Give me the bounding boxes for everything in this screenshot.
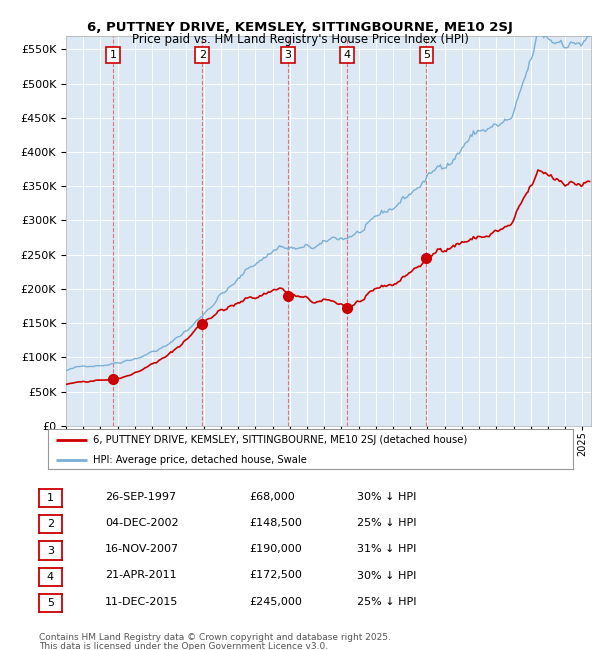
Text: 3: 3: [284, 50, 291, 60]
Text: 4: 4: [343, 50, 350, 60]
Text: 6, PUTTNEY DRIVE, KEMSLEY, SITTINGBOURNE, ME10 2SJ: 6, PUTTNEY DRIVE, KEMSLEY, SITTINGBOURNE…: [87, 21, 513, 34]
Text: 4: 4: [47, 572, 54, 582]
Text: 5: 5: [47, 598, 54, 608]
Text: 11-DEC-2015: 11-DEC-2015: [105, 597, 178, 606]
Text: £148,500: £148,500: [249, 518, 302, 528]
Text: 6, PUTTNEY DRIVE, KEMSLEY, SITTINGBOURNE, ME10 2SJ (detached house): 6, PUTTNEY DRIVE, KEMSLEY, SITTINGBOURNE…: [92, 436, 467, 445]
Text: Contains HM Land Registry data © Crown copyright and database right 2025.: Contains HM Land Registry data © Crown c…: [39, 633, 391, 642]
Text: 26-SEP-1997: 26-SEP-1997: [105, 491, 176, 502]
Text: 1: 1: [47, 493, 54, 503]
Text: 31% ↓ HPI: 31% ↓ HPI: [357, 544, 416, 554]
Text: £68,000: £68,000: [249, 491, 295, 502]
Text: 30% ↓ HPI: 30% ↓ HPI: [357, 571, 416, 580]
Text: 25% ↓ HPI: 25% ↓ HPI: [357, 518, 416, 528]
Text: 2: 2: [199, 50, 206, 60]
Text: 1: 1: [109, 50, 116, 60]
Text: £245,000: £245,000: [249, 597, 302, 606]
Text: £190,000: £190,000: [249, 544, 302, 554]
Text: 21-APR-2011: 21-APR-2011: [105, 571, 176, 580]
Text: 30% ↓ HPI: 30% ↓ HPI: [357, 491, 416, 502]
Text: Price paid vs. HM Land Registry's House Price Index (HPI): Price paid vs. HM Land Registry's House …: [131, 32, 469, 46]
Text: 5: 5: [423, 50, 430, 60]
Text: This data is licensed under the Open Government Licence v3.0.: This data is licensed under the Open Gov…: [39, 642, 328, 650]
Text: HPI: Average price, detached house, Swale: HPI: Average price, detached house, Swal…: [92, 456, 307, 465]
Text: 04-DEC-2002: 04-DEC-2002: [105, 518, 179, 528]
Text: 3: 3: [47, 545, 54, 556]
Text: 16-NOV-2007: 16-NOV-2007: [105, 544, 179, 554]
Text: £172,500: £172,500: [249, 571, 302, 580]
Text: 2: 2: [47, 519, 54, 529]
Text: 25% ↓ HPI: 25% ↓ HPI: [357, 597, 416, 606]
